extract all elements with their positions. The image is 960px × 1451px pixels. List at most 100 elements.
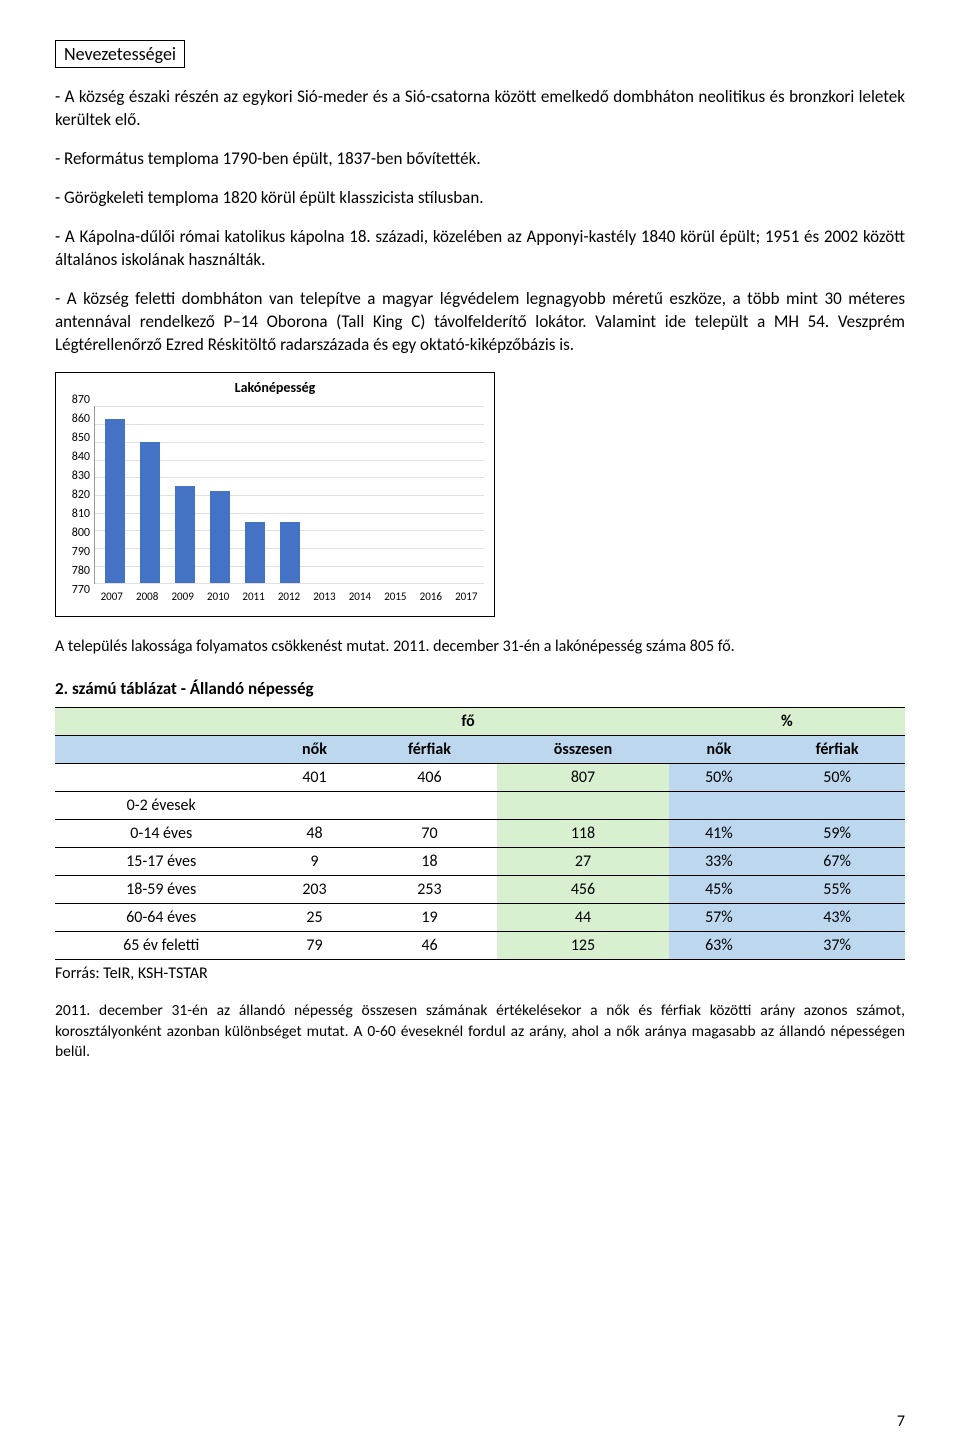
bar <box>105 419 125 584</box>
cell: 125 <box>497 932 668 960</box>
bar <box>280 522 300 584</box>
chart-title: Lakónépesség <box>66 379 484 396</box>
cell: 59% <box>769 820 905 848</box>
row-label: 0-2 évesek <box>55 792 267 820</box>
cell: 253 <box>362 876 498 904</box>
table-title: 2. számú táblázat - Állandó népesség <box>55 678 905 699</box>
sub-osszesen: összesen <box>497 736 668 764</box>
row-label: 65 év feletti <box>55 932 267 960</box>
cell: 41% <box>669 820 770 848</box>
cell: 55% <box>769 876 905 904</box>
cell <box>669 792 770 820</box>
cell: 46 <box>362 932 498 960</box>
cell: 48 <box>267 820 361 848</box>
sub-nok-pct: nők <box>669 736 770 764</box>
population-table: fő % nők férfiak összesen nők férfiak 40… <box>55 707 905 960</box>
cell: 44 <box>497 904 668 932</box>
sub-ferfiak: férfiak <box>362 736 498 764</box>
bar <box>210 491 230 583</box>
table-row: 0-2 évesek <box>55 792 905 820</box>
cell: 79 <box>267 932 361 960</box>
y-tick: 820 <box>66 489 90 501</box>
cell: 33% <box>669 848 770 876</box>
row-label: 0-14 éves <box>55 820 267 848</box>
cell: 406 <box>362 764 498 792</box>
y-tick: 790 <box>66 546 90 558</box>
cell: 37% <box>769 932 905 960</box>
chart-x-axis: 2007200820092010201120122013201420152016… <box>94 590 484 603</box>
cell: 57% <box>669 904 770 932</box>
x-tick: 2012 <box>271 590 306 603</box>
bar <box>140 442 160 584</box>
x-tick: 2009 <box>165 590 200 603</box>
table-row: 60-64 éves25194457%43% <box>55 904 905 932</box>
cell: 18 <box>362 848 498 876</box>
y-tick: 810 <box>66 508 90 520</box>
y-tick: 840 <box>66 451 90 463</box>
y-tick: 870 <box>66 394 90 406</box>
cell <box>267 792 361 820</box>
x-tick: 2013 <box>307 590 342 603</box>
y-tick: 780 <box>66 565 90 577</box>
paragraph: - A község északi részén az egykori Sió-… <box>55 86 905 132</box>
table-source: Forrás: TeIR, KSH-TSTAR <box>55 964 905 983</box>
cell: 9 <box>267 848 361 876</box>
cell: 19 <box>362 904 498 932</box>
y-tick: 800 <box>66 527 90 539</box>
footer-paragraph: 2011. december 31-én az állandó népesség… <box>55 1001 905 1061</box>
page-number: 7 <box>897 1412 905 1431</box>
x-tick: 2017 <box>449 590 484 603</box>
chart-plot <box>94 406 484 584</box>
cell: 63% <box>669 932 770 960</box>
cell <box>362 792 498 820</box>
y-tick: 830 <box>66 470 90 482</box>
cell: 807 <box>497 764 668 792</box>
x-tick: 2007 <box>94 590 129 603</box>
table-total-row: 401 406 807 50% 50% <box>55 764 905 792</box>
cell: 27 <box>497 848 668 876</box>
y-tick: 850 <box>66 432 90 444</box>
paragraph: - A község feletti dombháton van telepít… <box>55 288 905 357</box>
cell: 67% <box>769 848 905 876</box>
cell: 50% <box>769 764 905 792</box>
table-header-row: fő % <box>55 708 905 736</box>
cell: 45% <box>669 876 770 904</box>
sub-ferfiak-pct: férfiak <box>769 736 905 764</box>
x-tick: 2010 <box>200 590 235 603</box>
row-label: 15-17 éves <box>55 848 267 876</box>
cell: 118 <box>497 820 668 848</box>
cell: 456 <box>497 876 668 904</box>
cell: 25 <box>267 904 361 932</box>
x-tick: 2011 <box>236 590 271 603</box>
table-subheader-row: nők férfiak összesen nők férfiak <box>55 736 905 764</box>
x-tick: 2014 <box>342 590 377 603</box>
y-tick: 860 <box>66 413 90 425</box>
row-label: 60-64 éves <box>55 904 267 932</box>
cell: 43% <box>769 904 905 932</box>
chart-caption: A település lakossága folyamatos csökken… <box>55 637 905 656</box>
cell: 70 <box>362 820 498 848</box>
cell: 401 <box>267 764 361 792</box>
population-chart: Lakónépesség 870 860 850 840 830 820 810 800 790… <box>55 372 495 617</box>
x-tick: 2008 <box>129 590 164 603</box>
x-tick: 2015 <box>378 590 413 603</box>
bar <box>245 522 265 584</box>
row-label: 18-59 éves <box>55 876 267 904</box>
chart-y-axis: 870860850840830820810800790780770 <box>66 400 94 590</box>
y-tick: 770 <box>66 584 90 596</box>
cell <box>769 792 905 820</box>
paragraph: - A Kápolna-dűlői római katolikus kápoln… <box>55 226 905 272</box>
table-row: 15-17 éves9182733%67% <box>55 848 905 876</box>
cell: 50% <box>669 764 770 792</box>
cell <box>497 792 668 820</box>
header-percent: % <box>669 708 905 736</box>
bar <box>175 486 195 583</box>
table-row: 65 év feletti794612563%37% <box>55 932 905 960</box>
table-row: 18-59 éves20325345645%55% <box>55 876 905 904</box>
table-row: 0-14 éves487011841%59% <box>55 820 905 848</box>
sub-nok: nők <box>267 736 361 764</box>
section-title: Nevezetességei <box>55 40 185 68</box>
paragraph: - Református temploma 1790-ben épült, 18… <box>55 148 905 171</box>
cell: 203 <box>267 876 361 904</box>
paragraph: - Görögkeleti temploma 1820 körül épült … <box>55 187 905 210</box>
